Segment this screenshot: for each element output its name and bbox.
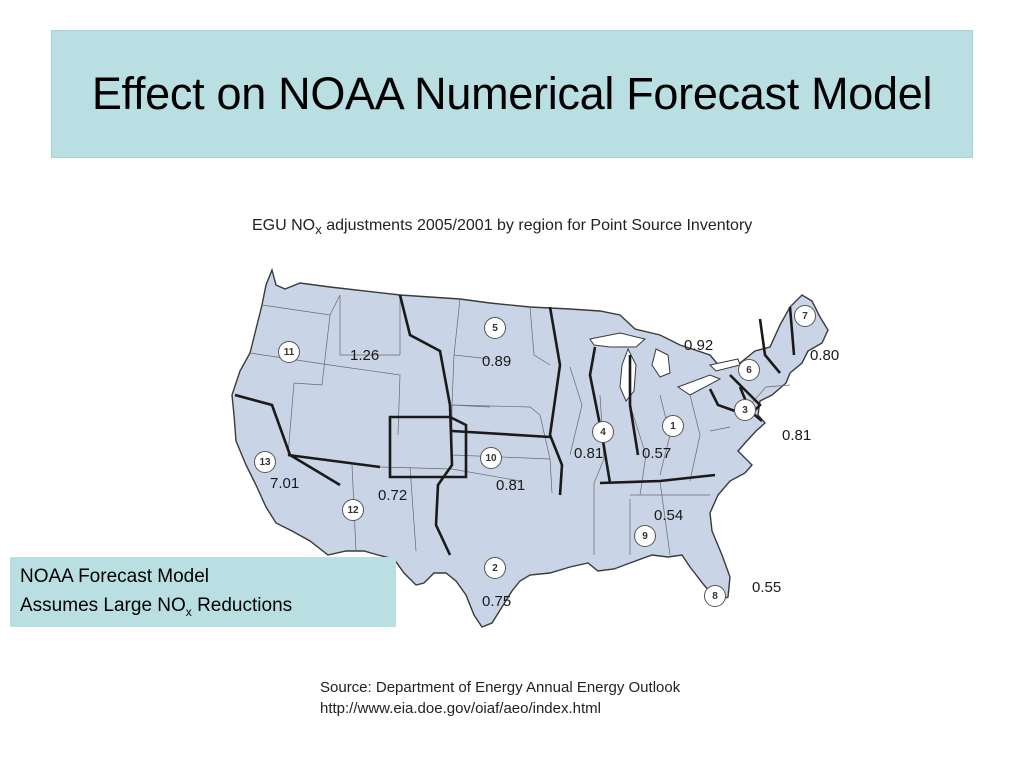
region-value-6: 0.92 [684, 337, 714, 354]
us-region-map: 1 0.57 2 0.75 3 0.81 4 0.81 5 0.89 6 0.92 7 0.80 8 0.55… [190, 255, 900, 655]
region-value-3: 0.81 [782, 427, 812, 444]
map-caption-prefix: EGU NO [252, 217, 316, 234]
region-value-1: 0.57 [642, 445, 672, 462]
region-badge-10: 10 [480, 447, 502, 469]
map-caption: EGU NOx adjustments 2005/2001 by region … [252, 217, 752, 237]
map-caption-suffix: adjustments 2005/2001 by region for Poin… [321, 217, 753, 234]
callout-line-2-sub: x [185, 604, 192, 619]
region-value-13: 7.01 [270, 475, 300, 492]
region-badge-11: 11 [278, 341, 300, 363]
callout-line-2: Assumes Large NOx Reductions [20, 591, 386, 627]
region-value-10: 0.81 [496, 477, 526, 494]
region-value-8: 0.55 [752, 579, 782, 596]
region-badge-6: 6 [738, 359, 760, 381]
callout-line-2-suffix: Reductions [191, 595, 293, 616]
callout-line-2-prefix: Assumes Large NO [20, 595, 186, 616]
slide-title: Effect on NOAA Numerical Forecast Model [91, 68, 933, 119]
lake-superior [589, 332, 647, 348]
source-line-1: Source: Department of Energy Annual Ener… [320, 679, 681, 696]
map-caption-sub: x [315, 222, 322, 238]
region-badge-5: 5 [484, 317, 506, 339]
region-badge-3: 3 [734, 399, 756, 421]
region-value-12: 0.72 [378, 487, 408, 504]
lake-huron [651, 348, 671, 378]
region-badge-4: 4 [592, 421, 614, 443]
us-map-svg [231, 267, 829, 628]
region-badge-1: 1 [662, 415, 684, 437]
region-value-7: 0.80 [810, 347, 840, 364]
source-url: http://www.eia.doe.gov/oiaf/aeo/index.ht… [320, 700, 602, 717]
region-value-11: 1.26 [350, 347, 380, 364]
region-value-5: 0.89 [482, 353, 512, 370]
lake-michigan [619, 347, 637, 402]
region-value-2: 0.75 [482, 593, 512, 610]
region-badge-7: 7 [794, 305, 816, 327]
region-badge-13: 13 [254, 451, 276, 473]
region-value-9: 0.54 [654, 507, 684, 524]
callout-line-1: NOAA Forecast Model [20, 566, 210, 587]
source-note: Source: Department of Energy Annual Ener… [320, 677, 680, 719]
lake-erie [676, 374, 722, 396]
region-value-4: 0.81 [574, 445, 604, 462]
region-badge-9: 9 [634, 525, 656, 547]
callout-box: NOAA Forecast Model Assumes Large NOx Re… [10, 557, 396, 627]
region-badge-12: 12 [342, 499, 364, 521]
region-badge-8: 8 [704, 585, 726, 607]
title-bar: Effect on NOAA Numerical Forecast Model [51, 30, 973, 158]
us-outline [231, 267, 829, 628]
region-badge-2: 2 [484, 557, 506, 579]
